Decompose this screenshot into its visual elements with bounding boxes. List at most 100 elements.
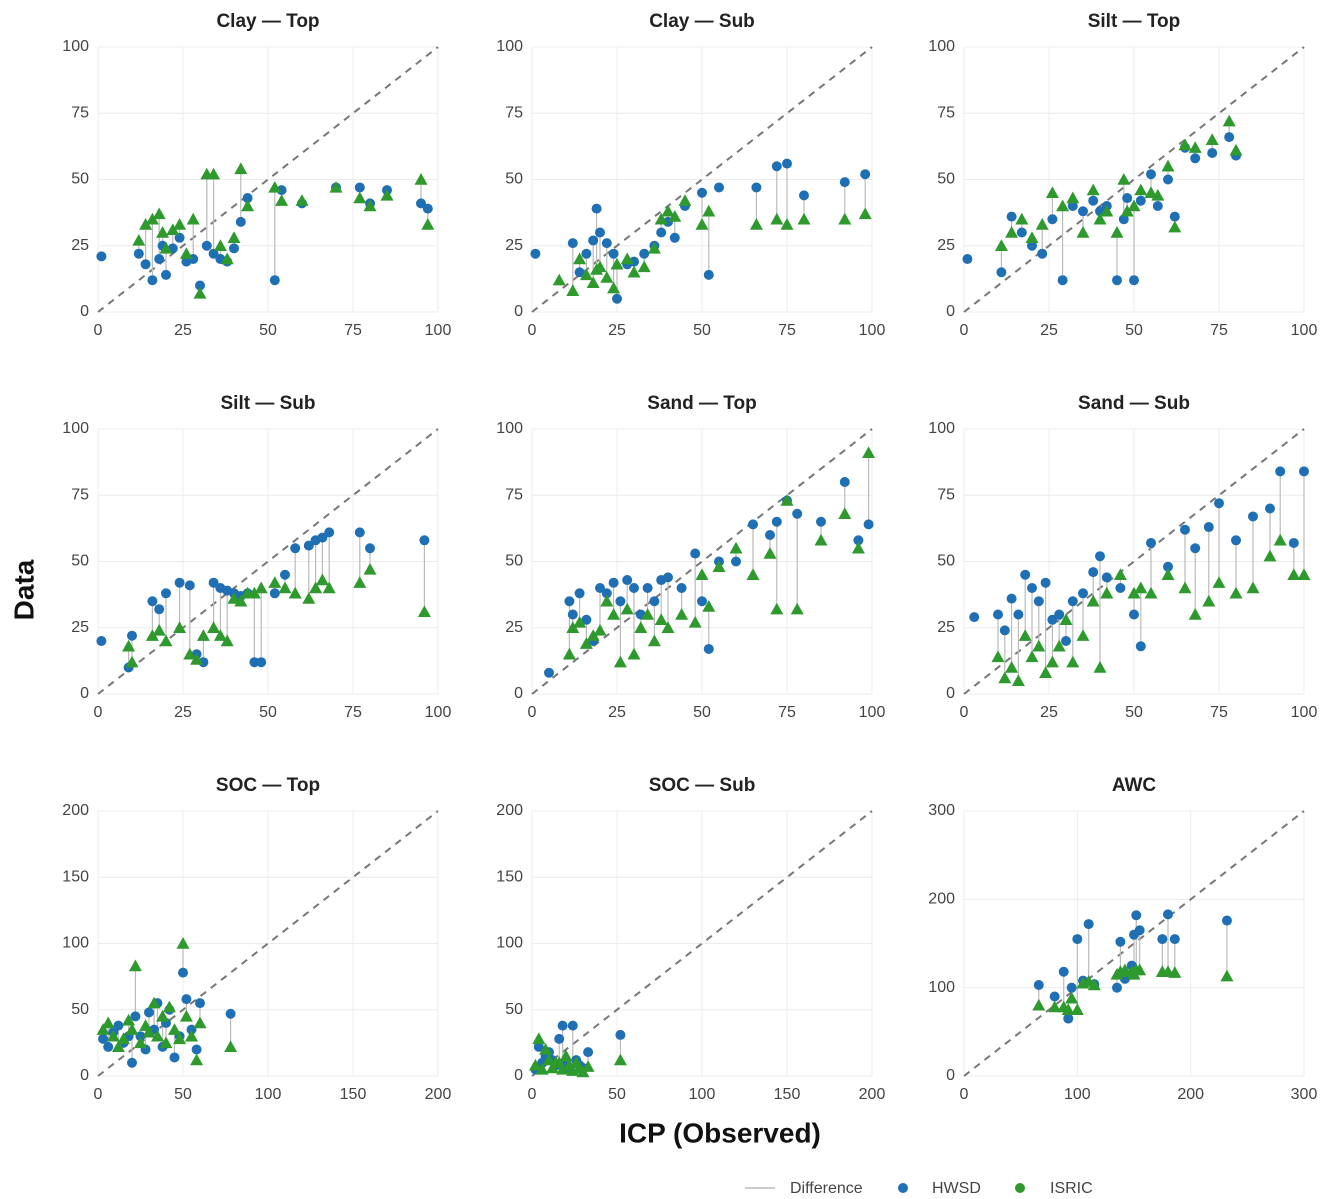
point [620,602,634,615]
point [554,1033,565,1044]
point [1066,191,1080,204]
point [731,556,741,567]
x-tick-label: 200 [859,1086,886,1103]
point [268,576,282,588]
y-axis-title: Data [8,559,39,620]
point [421,218,435,230]
point [1135,641,1146,652]
point [608,577,619,588]
x-tick-label: 100 [1064,1086,1091,1103]
point [1056,199,1070,212]
x-tick-label: 100 [1291,322,1318,339]
point [559,1049,573,1062]
point [1202,594,1216,607]
y-tick-label: 100 [496,38,523,55]
point [1117,173,1131,185]
identity-line [97,428,439,695]
point [190,653,204,665]
point [637,260,651,273]
point [178,967,188,978]
x-tick-label: 50 [608,1086,626,1103]
point [629,583,639,593]
point [173,218,187,230]
point [103,1041,114,1052]
point [275,194,289,206]
point [771,516,782,527]
point [186,1024,197,1035]
y-tick-label: 100 [496,935,523,952]
point [235,216,246,227]
point [96,636,107,646]
identity-line [531,810,873,1077]
point [1076,629,1090,641]
point [1157,934,1168,945]
point [1205,133,1219,145]
point [195,998,205,1009]
point [1214,498,1224,509]
y-tick-label: 150 [62,868,89,885]
point [117,1032,130,1045]
point [532,1032,546,1045]
point [607,608,621,620]
point [169,1052,180,1063]
point [748,519,758,530]
point [159,634,173,647]
point [1013,609,1024,620]
point [1067,201,1078,211]
point [627,265,641,278]
point [154,254,165,264]
point [610,257,624,270]
x-tick-label: 0 [94,704,103,721]
point [564,596,575,607]
point [1146,169,1156,180]
y-tick-label: 100 [928,979,955,996]
x-tick-label: 25 [608,322,626,339]
identity-line [963,810,1305,1077]
point [1127,586,1141,599]
point [1144,586,1158,599]
point [1027,583,1037,593]
x-tick-label: 300 [1291,1086,1318,1103]
point [1115,936,1126,947]
y-tick-label: 0 [946,685,955,702]
point [1220,969,1234,982]
x-tick-label: 100 [689,1086,716,1103]
y-tick-label: 200 [928,891,955,908]
y-tick-label: 75 [71,104,89,121]
point [354,182,365,193]
point [134,1036,147,1049]
point [1101,572,1112,583]
point [322,581,336,594]
point [770,602,784,615]
point [771,161,782,172]
point [1221,915,1232,926]
point [690,548,701,559]
point [132,233,146,246]
point [676,583,687,593]
point [1037,248,1048,259]
point [1052,639,1066,652]
point [591,203,602,214]
point [1127,199,1141,212]
point [1188,608,1202,620]
y-tick-label: 100 [928,38,955,55]
point [173,1032,187,1045]
point [1169,934,1180,945]
y-tick-label: 25 [937,619,955,636]
point [1020,569,1031,580]
point [862,446,876,459]
point [302,592,316,604]
x-tick-label: 75 [344,322,362,339]
point [595,227,605,238]
point [227,592,241,604]
x-tick-label: 0 [94,1086,103,1103]
point [1086,594,1100,607]
point [994,239,1008,251]
point [688,615,702,628]
legend-label: ISRIC [1050,1180,1093,1197]
x-tick-label: 75 [778,322,796,339]
y-tick-label: 0 [80,303,89,320]
y-tick-label: 50 [71,1001,89,1018]
point [751,182,762,193]
point [1161,159,1175,172]
